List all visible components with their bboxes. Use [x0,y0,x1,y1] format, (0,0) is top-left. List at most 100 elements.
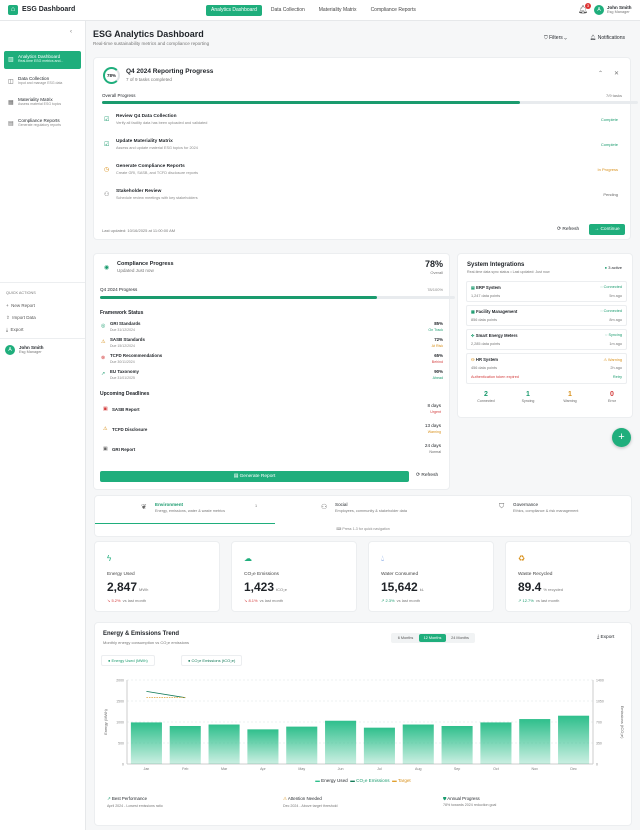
refresh-button[interactable]: ⟳ Refresh [557,227,580,232]
integration-item[interactable]: ▤ ERP System 1,247 data points ◌ Connected… [466,281,627,302]
x-tick-label: Mar [221,767,228,771]
kpi-label: Energy Used [107,572,135,577]
new-report-button[interactable]: + New Report [6,303,35,308]
integration-item[interactable]: ⚇ HR System 456 data points ⚠ Warning 2h ag… [466,353,627,384]
y2-axis-label: Emissions (tCO₂e) [620,706,625,740]
framework-row[interactable]: ↗ EU Taxonomy Due 31/01/2025 90% Ahead [100,368,443,382]
tab-environment[interactable]: ❦ Environment Energy, emissions, water & w… [95,496,275,524]
insight-title: Best Performance [111,796,148,801]
framework-row[interactable]: ⊗ TCFD Recommendations Due 30/11/2024 65% Be… [100,352,443,366]
x-tick-label: Dec [570,767,577,771]
y2-tick-label: 700 [596,721,602,725]
integration-points: 856 data points [471,318,497,322]
collapse-chevron-icon[interactable]: ‹ [70,29,72,35]
sidebar-item-data-collection[interactable]: ◫ Data Collection Input and manage ESG dat… [4,73,81,91]
kpi-change-wrap: ↗ 2.3% vs last month [381,598,420,603]
deadline-name: TCFD Disclosure [112,427,148,432]
deadline-row[interactable]: ▣ SASB Report 8 days Urgent [100,401,443,419]
system-integrations-card: System Integrations Real-time data sync … [457,253,633,418]
task-title: Stakeholder Review [116,189,162,194]
close-icon[interactable]: ✕ [614,71,620,77]
integration-name: Facility Management [476,309,518,314]
filters-button[interactable]: ⛉ Filters ⌄ [544,35,567,41]
nav-data-collection[interactable]: Data Collection [270,7,305,13]
range-selector: 6 Months 12 Months 24 Months [391,633,475,643]
system-icon: ▦ [471,309,477,314]
sidebar-item-compliance-reports[interactable]: ▤ Compliance Reports Generate regulatory r… [4,115,81,133]
calendar-icon: ▣ [103,406,108,412]
sidebar-item-materiality-matrix[interactable]: ▦ Materiality Matrix Assess material ESG t… [4,94,81,112]
bell-icon[interactable]: 🔔︎ [578,5,589,14]
filters-label: Filters [549,35,563,41]
tab-badge: 1 [255,504,258,508]
collapse-icon[interactable]: ⌃ [598,71,604,77]
bar-sep [441,725,473,764]
export-chart-button[interactable]: ⤓ Export [597,635,615,640]
insight-annual-progress: ⛊ Annual Progress 78% towards 2024 reduct… [443,796,496,807]
framework-row[interactable]: ⚠ SASB Standards Due 15/12/2024 72% At Risk [100,336,443,350]
tab-social[interactable]: ⚇ Social Employees, community & stakeholde… [275,496,455,524]
top-nav: Analytics Dashboard Data Collection Mate… [206,5,421,16]
kpi-card[interactable]: ☁ CO₂e Emissions 1,423 tCO₂e ↘ 8.1% vs last m… [231,541,357,612]
app-title: ESG Dashboard [22,6,76,13]
retry-button[interactable]: Retry [612,375,622,379]
generate-report-button[interactable]: ▤ Generate Report [100,471,409,482]
import-data-button[interactable]: ⇪ Import Data [6,315,36,320]
kpi-card[interactable]: ♻ Waste Recycled 89.4% recycled ↗ 12.7% vs l… [505,541,631,612]
x-tick-label: Apr [260,767,266,771]
framework-status: Behind [431,359,443,364]
warning-icon: ⚠ [283,796,287,801]
kpi-note: vs last month [259,598,284,603]
sidebar-item-analytics-dashboard[interactable]: ▥ Analytics Dashboard Real-time ESG metric… [4,51,81,69]
tab-desc: Employees, community & stakeholder data [335,509,407,513]
notifications-button[interactable]: 🔔︎ Notifications [590,35,625,41]
nav-compliance-reports[interactable]: Compliance Reports [370,7,416,13]
sidebar-user[interactable]: John Smith Esg Manager [19,345,44,354]
toggle-co2-emissions[interactable]: ● CO₂e Emissions (tCO₂e) [181,655,243,666]
toggle-label: Energy Used (MWh) [111,658,148,663]
integration-item[interactable]: ✣ Smart Energy Meters 2,285 data points ◌ … [466,329,627,350]
kpi-change-wrap: ↘ 5.2% vs last month [107,598,146,603]
stat-value: 0 [610,391,614,398]
kpi-label: Water Consumed [381,572,419,577]
kpi-card[interactable]: ϟ Energy Used 2,847 MWh ↘ 5.2% vs last month [94,541,220,612]
deadline-row[interactable]: ▣ GRI Report 24 days Normal [100,441,443,459]
status-icon: ◌ [600,285,604,289]
shield-icon: ⛊ [443,796,447,801]
tab-governance[interactable]: ⛉ Governance Ethics, compliance & risk man… [453,496,633,524]
task-item[interactable]: ◷ Generate Compliance Reports Create GRI, … [100,161,624,183]
continue-button[interactable]: → Continue [589,224,625,235]
framework-row[interactable]: ◎ GRI Standards Due 31/12/2024 85% On Track [100,320,443,334]
y-tick-label: 1000 [116,721,124,725]
toggle-energy-used[interactable]: ● Energy Used (MWh) [101,655,155,666]
user-menu[interactable]: John Smith Esg Manager [607,5,632,14]
avatar[interactable]: A [594,5,604,15]
integration-ago: 5m ago [609,294,622,298]
framework-status-title: Framework Status [100,310,144,316]
sidebar-item-sub: Assess material ESG topics [18,102,62,106]
fab-add-button[interactable]: + [612,428,631,447]
alert-icon: ⊗ [101,355,106,361]
task-item[interactable]: ☑ Update Materiality Matrix Assess and upd… [100,136,624,158]
nav-materiality-matrix[interactable]: Materiality Matrix [318,7,357,13]
export-button[interactable]: ⤓ Export [6,327,24,332]
kpi-unit: tCO₂e [276,587,287,592]
range-24-months[interactable]: 24 Months [451,636,469,640]
range-12-months[interactable]: 12 Months [419,634,446,642]
framework-name: GRI Standards [110,321,141,326]
range-6-months[interactable]: 6 Months [397,636,414,640]
kpi-card[interactable]: 💧︎ Water Consumed 15,642 kL ↗ 2.3% vs last mo… [368,541,494,612]
reporting-title: Q4 2024 Reporting Progress [126,68,214,75]
deadline-status: Normal [429,450,441,454]
compliance-refresh-button[interactable]: ⟳ Refresh [416,473,439,478]
deadline-row[interactable]: ⚠ TCFD Disclosure 13 days Warning [100,421,443,439]
compliance-overall-value: 78% [424,259,443,269]
framework-name: TCFD Recommendations [110,353,163,358]
tab-desc: Ethics, compliance & risk management [513,509,579,513]
task-item[interactable]: ⚇ Stakeholder Review Schedule review meeti… [100,186,624,208]
integration-item[interactable]: ▦ Facility Management 856 data points ◌ Co… [466,305,627,326]
stat-value: 1 [568,391,572,398]
task-item[interactable]: ☑ Review Q4 Data Collection Verify all fac… [100,111,624,133]
nav-analytics-dashboard[interactable]: Analytics Dashboard [206,5,262,16]
kpi-unit: kL [419,587,424,592]
